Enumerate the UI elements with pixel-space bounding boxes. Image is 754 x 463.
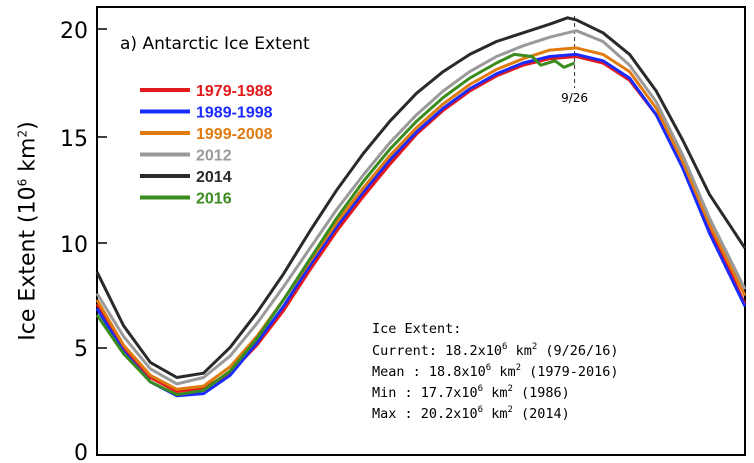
chart-title: a) Antarctic Ice Extent — [120, 34, 310, 54]
y-tick-label: 5 — [74, 337, 88, 362]
y-tick-label: 0 — [74, 441, 88, 463]
legend-label: 1979-1988 — [196, 83, 273, 100]
annotation-max: Max : 20.2x106 km2 (2014) — [372, 405, 570, 422]
ice-extent-annotation: Ice Extent: Current: 18.2x106 km2 (9/26/… — [372, 321, 619, 422]
series-line-1999-2008 — [95, 46, 747, 391]
series-line-1989-1998 — [95, 52, 747, 398]
date-marker-label: 9/26 — [561, 91, 588, 105]
plot-frame — [96, 6, 746, 456]
annotation-current: Current: 18.2x106 km2 (9/26/16) — [372, 342, 619, 359]
y-tick-label: 15 — [60, 127, 88, 152]
series-line-1979-1988 — [95, 55, 747, 393]
legend-label: 1999-2008 — [196, 126, 273, 143]
annotation-heading: Ice Extent: — [372, 321, 461, 337]
series-line-2014 — [95, 16, 747, 379]
legend-label: 2014 — [196, 169, 232, 186]
legend: 1979-1988 1989-1998 1999-2008 2012 2014 2016 — [140, 83, 273, 208]
series-lines — [95, 16, 747, 398]
series-line-2012 — [95, 29, 747, 386]
y-axis: 0 5 10 15 20 — [60, 19, 107, 463]
y-tick-label: 10 — [60, 233, 88, 258]
y-tick-label: 20 — [60, 19, 88, 44]
series-line-2016 — [95, 52, 576, 397]
legend-label: 2016 — [196, 191, 232, 208]
legend-label: 1989-1998 — [196, 105, 273, 122]
annotation-mean: Mean : 18.8x106 km2 (1979-2016) — [372, 363, 619, 380]
annotation-min: Min : 17.7x106 km2 (1986) — [372, 384, 570, 401]
legend-label: 2012 — [196, 148, 232, 165]
